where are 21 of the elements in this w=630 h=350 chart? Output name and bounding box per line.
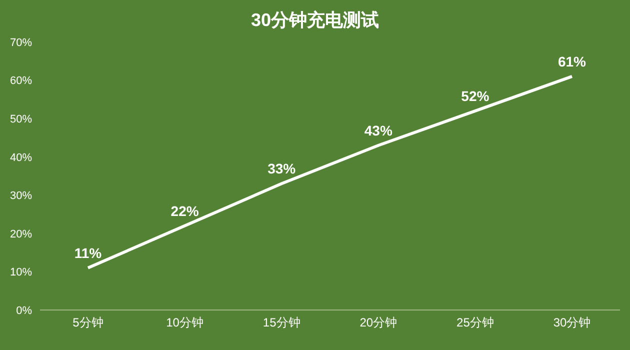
- y-tick-label: 60%: [10, 75, 32, 88]
- chart-title: 30分钟充电测试: [250, 9, 380, 32]
- y-tick-label: 50%: [10, 113, 32, 126]
- x-tick-label: 20分钟: [360, 316, 398, 330]
- data-label: 22%: [170, 202, 200, 219]
- x-tick-label: 30分钟: [553, 316, 591, 330]
- y-tick-label: 70%: [10, 36, 32, 49]
- y-tick-label: 30%: [10, 190, 32, 202]
- y-tick-label: 20%: [10, 228, 32, 240]
- x-tick-label: 15分钟: [262, 316, 300, 330]
- x-tick-label: 5分钟: [72, 316, 104, 330]
- data-label: 11%: [74, 244, 102, 261]
- data-label: 52%: [461, 88, 490, 104]
- y-tick-label: 40%: [10, 152, 32, 164]
- y-tick-label: 0%: [16, 304, 32, 317]
- data-label: 61%: [558, 53, 587, 70]
- x-tick-label: 25分钟: [456, 316, 494, 330]
- y-tick-label: 10%: [10, 266, 32, 279]
- data-label: 43%: [364, 122, 393, 138]
- x-tick-label: 10分钟: [166, 316, 204, 330]
- data-label: 33%: [268, 160, 296, 177]
